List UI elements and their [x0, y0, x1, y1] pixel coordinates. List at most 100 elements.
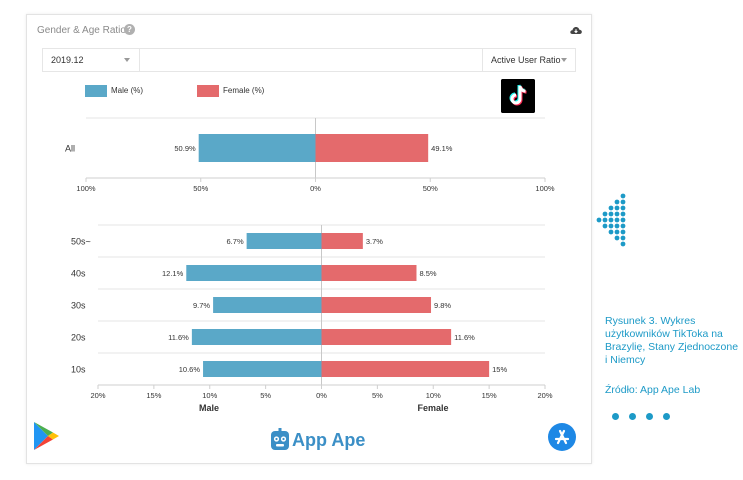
- x-tick-label: 15%: [482, 391, 497, 400]
- bar-female: [321, 233, 363, 249]
- data-label-male: 6.7%: [227, 237, 244, 246]
- legend-label-female: Female (%): [223, 86, 265, 96]
- data-label-male: 50.9%: [174, 144, 196, 153]
- bar-male: [191, 329, 322, 345]
- question-circle-icon[interactable]: ?: [124, 24, 135, 35]
- arrow-dot: [608, 217, 614, 223]
- x-tick-label: 100%: [76, 184, 96, 193]
- bar-male: [186, 265, 322, 281]
- bar-female: [321, 265, 417, 281]
- bar-male: [246, 233, 322, 249]
- arrow-dot: [614, 205, 620, 211]
- x-tick-label: 0%: [316, 391, 327, 400]
- legend-swatch-female: [197, 85, 219, 97]
- arrow-dot: [620, 205, 626, 211]
- arrow-dot: [608, 211, 614, 217]
- arrow-dot: [620, 235, 626, 241]
- x-tick-label: 50%: [423, 184, 438, 193]
- category-label: 30s: [71, 301, 86, 311]
- category-label: 50s~: [71, 237, 91, 247]
- arrow-dot: [602, 217, 608, 223]
- bar-female: [315, 134, 429, 162]
- gender-age-widget: Gender & Age Ratio ? 2019.12 Active User…: [26, 14, 592, 464]
- data-label-male: 11.6%: [168, 333, 189, 342]
- figure-caption: Rysunek 3. Wykres użytkowników TikToka n…: [605, 315, 739, 366]
- legend-swatch-male: [85, 85, 107, 97]
- arrow-dot: [620, 211, 626, 217]
- app-store-icon[interactable]: [547, 422, 577, 452]
- data-label-female: 8.5%: [419, 269, 436, 278]
- bar-male: [198, 134, 316, 162]
- arrow-dot: [620, 193, 626, 199]
- arrow-dot: [620, 241, 626, 247]
- gender-age-chart: All 50.9% 49.1% 100% 50% 0% 50% 100% 50s~ 6.7% 3.7…: [65, 117, 555, 413]
- app-ape-icon: [271, 428, 289, 450]
- x-tick-label: 15%: [146, 391, 161, 400]
- arrow-dot: [614, 229, 620, 235]
- date-dropdown-value: 2019.12: [51, 55, 84, 65]
- arrow-dot: [608, 229, 614, 235]
- figure-source: Źródło: App Ape Lab: [605, 384, 701, 396]
- widget-controls: 2019.12 Active User Ratio: [42, 48, 576, 72]
- data-label-female: 49.1%: [431, 144, 453, 153]
- x-tick-label: 10%: [426, 391, 441, 400]
- data-label-female: 15%: [492, 365, 507, 374]
- arrow-dot: [614, 211, 620, 217]
- category-label: 10s: [71, 365, 86, 375]
- data-label-female: 3.7%: [366, 237, 383, 246]
- widget-title: Gender & Age Ratio: [37, 25, 126, 36]
- dot: [612, 413, 619, 420]
- arrow-dot: [608, 223, 614, 229]
- legend-male: Male (%): [85, 85, 143, 97]
- arrow-dot: [614, 223, 620, 229]
- cloud-download-icon[interactable]: [569, 23, 583, 37]
- bar-male: [203, 361, 322, 377]
- category-label: All: [65, 144, 75, 154]
- date-dropdown[interactable]: 2019.12: [42, 49, 140, 71]
- x-tick-label: 10%: [202, 391, 217, 400]
- data-label-male: 9.7%: [193, 301, 210, 310]
- x-tick-label: 50%: [193, 184, 208, 193]
- bar-female: [321, 297, 432, 313]
- arrow-dot: [614, 199, 620, 205]
- bar-female: [321, 329, 452, 345]
- x-tick-label: 5%: [372, 391, 383, 400]
- tiktok-logo-icon: [501, 79, 535, 113]
- x-tick-label: 20%: [90, 391, 105, 400]
- arrow-dot: [620, 223, 626, 229]
- x-tick-label: 100%: [535, 184, 555, 193]
- data-label-male: 12.1%: [162, 269, 184, 278]
- app-ape-name: App Ape: [292, 430, 366, 450]
- ratio-dropdown[interactable]: Active User Ratio: [482, 49, 576, 71]
- arrow-dot: [620, 217, 626, 223]
- dot: [629, 413, 636, 420]
- data-label-male: 10.6%: [179, 365, 201, 374]
- data-label-female: 11.6%: [454, 333, 475, 342]
- arrow-dot: [596, 217, 602, 223]
- arrow-dot: [620, 229, 626, 235]
- x-axis-label-male: Male: [199, 403, 219, 413]
- arrow-dot: [602, 223, 608, 229]
- arrow-dot: [602, 211, 608, 217]
- category-label: 40s: [71, 269, 86, 279]
- legend-label-male: Male (%): [111, 86, 144, 96]
- google-play-icon[interactable]: [31, 420, 61, 452]
- data-label-female: 9.8%: [434, 301, 451, 310]
- x-tick-label: 5%: [260, 391, 271, 400]
- arrow-dots-decoration: [596, 193, 626, 247]
- chevron-down-icon: [561, 58, 567, 62]
- arrow-dot: [608, 205, 614, 211]
- arrow-dot: [620, 199, 626, 205]
- bar-male: [213, 297, 322, 313]
- ratio-dropdown-value: Active User Ratio: [491, 55, 561, 65]
- arrow-dot: [614, 217, 620, 223]
- dot: [663, 413, 670, 420]
- arrow-dot: [614, 235, 620, 241]
- dots-decoration: [612, 407, 680, 425]
- x-tick-label: 0%: [310, 184, 321, 193]
- category-label: 20s: [71, 333, 86, 343]
- widget-header: Gender & Age Ratio ?: [27, 15, 591, 47]
- bar-female: [321, 361, 490, 377]
- legend-female: Female (%): [197, 85, 264, 97]
- chevron-down-icon: [124, 58, 130, 62]
